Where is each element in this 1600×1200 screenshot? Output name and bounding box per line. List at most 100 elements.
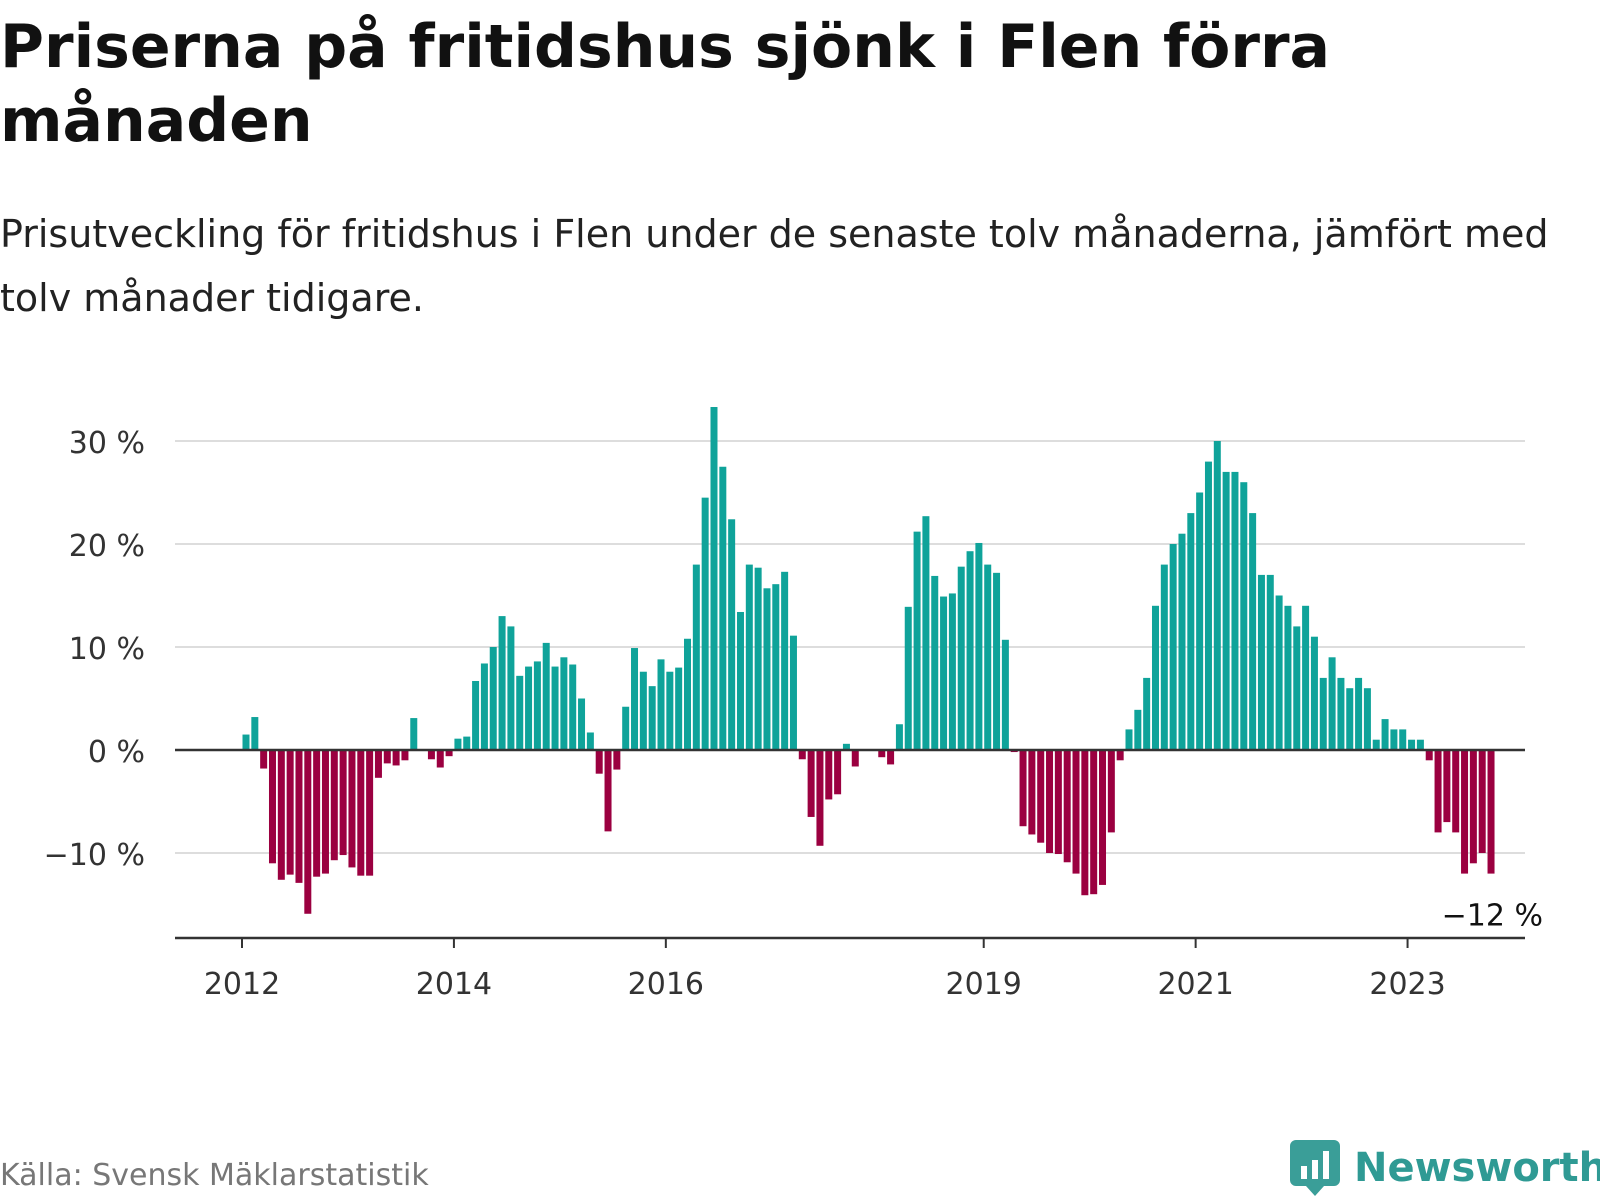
bar bbox=[1046, 750, 1054, 853]
bar bbox=[666, 671, 674, 750]
bar bbox=[1151, 605, 1159, 750]
bar bbox=[657, 659, 665, 750]
bar bbox=[1204, 461, 1212, 750]
bar bbox=[631, 648, 639, 750]
bar bbox=[542, 642, 550, 750]
bar bbox=[480, 663, 488, 750]
bar bbox=[595, 750, 603, 774]
bar bbox=[710, 407, 718, 750]
bar bbox=[1178, 533, 1186, 750]
bar bbox=[1293, 626, 1301, 750]
bar bbox=[984, 564, 992, 750]
bar bbox=[1408, 739, 1416, 750]
bar bbox=[940, 596, 948, 750]
bar bbox=[1257, 574, 1265, 750]
bar bbox=[745, 564, 753, 750]
bar bbox=[1319, 677, 1327, 750]
y-tick-label: 20 % bbox=[69, 529, 145, 564]
bar bbox=[286, 750, 294, 875]
bar bbox=[1196, 492, 1204, 750]
bar bbox=[330, 750, 338, 861]
bar bbox=[1081, 750, 1089, 896]
bar bbox=[842, 743, 850, 750]
bar bbox=[383, 750, 391, 764]
bar bbox=[401, 750, 409, 761]
bar bbox=[578, 698, 586, 750]
bar bbox=[1028, 750, 1036, 835]
bar bbox=[339, 750, 347, 856]
bar bbox=[1337, 677, 1345, 750]
bar bbox=[834, 750, 842, 795]
x-tick-label: 2023 bbox=[1369, 967, 1445, 1002]
bar bbox=[807, 750, 815, 817]
bar bbox=[781, 571, 789, 750]
chart-bubble-icon bbox=[1290, 1140, 1340, 1196]
bar bbox=[604, 750, 612, 832]
bar bbox=[436, 750, 444, 768]
bar bbox=[454, 738, 462, 750]
bar bbox=[410, 718, 418, 750]
bar bbox=[1275, 595, 1283, 750]
bar bbox=[586, 732, 594, 750]
bar bbox=[427, 750, 435, 760]
bar bbox=[1213, 441, 1221, 750]
bar bbox=[516, 675, 524, 750]
bar bbox=[1302, 605, 1310, 750]
bar bbox=[1001, 639, 1009, 750]
bar bbox=[772, 584, 780, 750]
bar bbox=[1231, 471, 1239, 750]
y-tick-label: −10 % bbox=[44, 838, 145, 873]
x-tick-label: 2021 bbox=[1157, 967, 1233, 1002]
bar bbox=[1461, 750, 1469, 874]
bar bbox=[1019, 750, 1027, 827]
bar bbox=[1063, 750, 1071, 863]
bar bbox=[1249, 513, 1257, 750]
bar bbox=[957, 566, 965, 750]
brand-logo: Newsworthy bbox=[1290, 1140, 1600, 1196]
bar bbox=[1390, 729, 1398, 750]
x-tick-label: 2012 bbox=[204, 967, 280, 1002]
bar bbox=[1425, 750, 1433, 761]
bar bbox=[1363, 688, 1371, 750]
bar bbox=[525, 666, 533, 750]
bar bbox=[622, 706, 630, 750]
bar bbox=[1099, 750, 1107, 885]
bar bbox=[613, 750, 621, 770]
bar bbox=[1310, 636, 1318, 750]
bar bbox=[304, 750, 312, 914]
bar bbox=[1478, 750, 1486, 853]
bar bbox=[1328, 657, 1336, 750]
x-tick-label: 2016 bbox=[628, 967, 704, 1002]
bar bbox=[1090, 750, 1098, 895]
bar bbox=[975, 542, 983, 750]
bar bbox=[348, 750, 356, 868]
bar bbox=[560, 657, 568, 750]
bar bbox=[392, 750, 400, 766]
bar bbox=[1434, 750, 1442, 833]
bar bbox=[1169, 544, 1177, 750]
y-tick-label: 30 % bbox=[69, 426, 145, 461]
bar-chart: −10 % 0 % 10 % 20 % 30 % 2012 2014 2016 2019 2021… bbox=[44, 407, 1543, 1002]
bar bbox=[1443, 750, 1451, 823]
bar bbox=[1143, 677, 1151, 750]
bar bbox=[463, 736, 471, 750]
bar bbox=[1355, 677, 1363, 750]
last-value-annotation: −12 % bbox=[1442, 899, 1543, 934]
bar bbox=[321, 750, 329, 874]
brand-name: Newsworthy bbox=[1354, 1145, 1600, 1191]
bar bbox=[366, 750, 374, 876]
bar bbox=[798, 750, 806, 760]
bar bbox=[1072, 750, 1080, 874]
bar bbox=[878, 750, 886, 758]
bar bbox=[242, 734, 250, 750]
bar bbox=[1416, 739, 1424, 750]
bar bbox=[754, 567, 762, 750]
bar bbox=[1240, 482, 1248, 750]
bar bbox=[1054, 750, 1062, 855]
bar bbox=[1452, 750, 1460, 833]
bar bbox=[1125, 729, 1133, 750]
bar bbox=[887, 750, 895, 765]
bar bbox=[489, 647, 497, 750]
bar bbox=[1284, 605, 1292, 750]
bar bbox=[816, 750, 824, 846]
